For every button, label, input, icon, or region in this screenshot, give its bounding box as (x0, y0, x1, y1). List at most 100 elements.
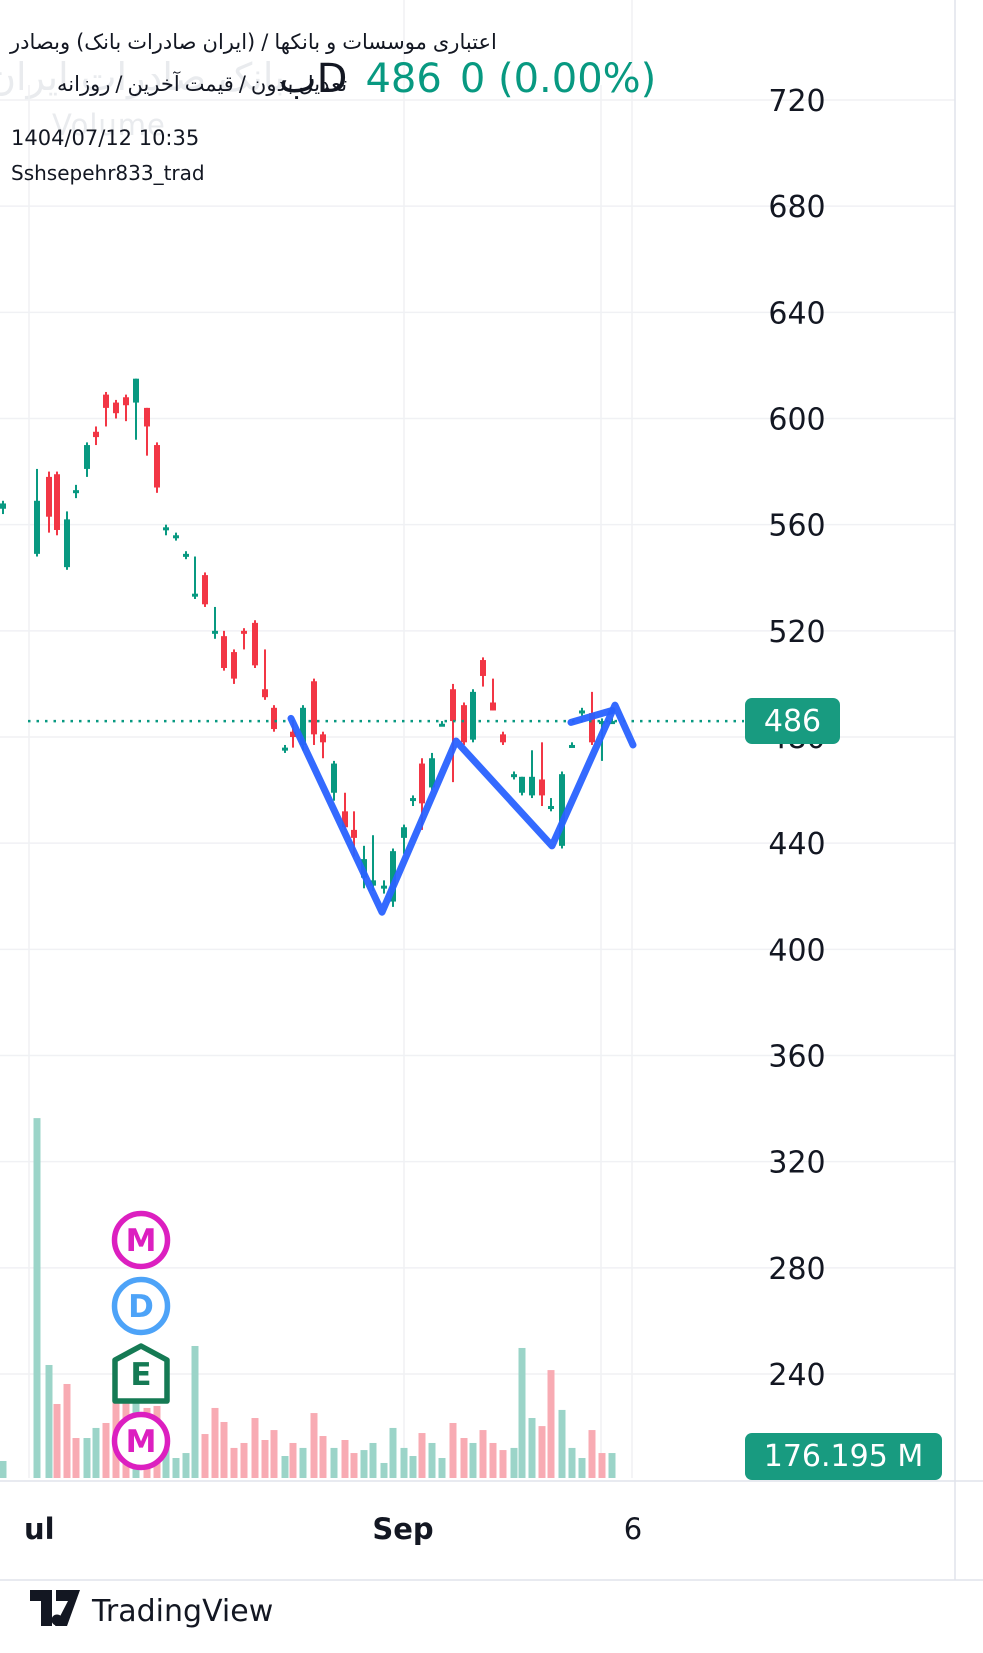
volume-bar (409, 1456, 417, 1478)
username-label: Sshsepehr833_trad (11, 161, 205, 185)
candlestick (173, 535, 179, 539)
candlestick (34, 500, 40, 554)
candlestick (154, 445, 160, 488)
candlestick (519, 776, 525, 793)
volume-bar (230, 1447, 238, 1478)
event-marker-D[interactable]: D (111, 1276, 171, 1336)
volume-bar (330, 1447, 338, 1478)
volume-bar (479, 1430, 487, 1478)
price-tick-label: 400 (768, 933, 825, 968)
volume-bar (0, 1460, 7, 1478)
candlestick (290, 731, 296, 738)
candlestick (342, 811, 348, 828)
svg-text:M: M (126, 1223, 157, 1259)
time-tick-label: 6 (623, 1512, 643, 1546)
price-tick-label: 280 (768, 1252, 825, 1287)
event-marker-M[interactable]: M (111, 1411, 171, 1471)
candlestick (539, 779, 545, 796)
volume-bar (182, 1453, 190, 1478)
candlestick (569, 744, 575, 748)
price-tick-label: 560 (768, 509, 825, 544)
title-word: صادرات (127, 30, 197, 54)
volume-bar (428, 1442, 436, 1478)
candlestick (390, 851, 396, 902)
candlestick (410, 798, 416, 802)
volume-bar (45, 1364, 53, 1478)
w-pattern-drawing[interactable] (287, 701, 637, 916)
volume-bar (270, 1430, 278, 1478)
interval-label[interactable]: بD (279, 56, 348, 102)
chart-description: روزانه / آخرین قیمت / بدون تعدیل (57, 72, 347, 96)
volume-bar (528, 1418, 536, 1478)
volume-bar (538, 1426, 546, 1478)
description-word: / (238, 72, 246, 96)
volume-bar (191, 1345, 199, 1478)
price-tick-label: 320 (768, 1146, 825, 1181)
price-tick-label: 520 (768, 615, 825, 650)
candlestick (599, 721, 605, 725)
candlestick (221, 636, 227, 668)
volume-bar (350, 1453, 358, 1478)
volume-bar (369, 1442, 377, 1478)
price-tick-label: 360 (768, 1040, 825, 1075)
last-price-value: 486 (365, 56, 442, 102)
candlestick (73, 490, 79, 494)
price-tick-label: 680 (768, 190, 825, 225)
price-tick-label: 600 (768, 403, 825, 438)
description-word: تعدیل (298, 72, 348, 96)
candlestick (511, 774, 517, 778)
volume-bar (201, 1434, 209, 1478)
volume-bar (172, 1458, 180, 1478)
title-word: وبصادر (10, 30, 71, 54)
candlestick (450, 689, 456, 722)
candlestick (252, 622, 258, 666)
volume-bar (220, 1421, 228, 1478)
candlestick (490, 702, 496, 711)
volume-bar (547, 1370, 555, 1478)
candlestick (311, 681, 317, 735)
volume-bar (92, 1427, 100, 1478)
price-tick-label: 440 (768, 827, 825, 862)
candlestick (262, 689, 268, 698)
candlestick (439, 723, 445, 727)
volume-bar (240, 1442, 248, 1478)
volume-watermark: Volume (52, 108, 166, 142)
volume-bar (588, 1430, 596, 1478)
candlestick (231, 652, 237, 679)
volume-bar (211, 1407, 219, 1478)
tradingview-logo-text[interactable]: TradingView (92, 1594, 274, 1629)
title-word: و (326, 30, 337, 54)
volume-bar (360, 1450, 368, 1478)
candlestick (46, 476, 52, 517)
candlestick (192, 593, 198, 597)
candlestick (331, 763, 337, 793)
candlestick (500, 734, 506, 743)
candlestick (470, 691, 476, 740)
volume-bar (598, 1453, 606, 1478)
candlestick (579, 710, 585, 714)
candlestick (183, 553, 189, 557)
candlestick (529, 776, 535, 796)
volume-bar (289, 1442, 297, 1478)
volume-bar (400, 1447, 408, 1478)
time-tick-label: Sep (372, 1512, 434, 1546)
event-marker-E[interactable]: E (112, 1343, 170, 1404)
candlestick (271, 707, 277, 730)
candlestick (144, 407, 150, 427)
title-word: موسسات (342, 30, 427, 54)
volume-bar (310, 1413, 318, 1478)
tradingview-logo-icon[interactable] (30, 1590, 86, 1628)
event-marker-M[interactable]: M (111, 1210, 171, 1270)
candlestick (461, 705, 467, 743)
price-tick-label: 640 (768, 296, 825, 331)
title-word: / (261, 30, 269, 54)
candlestick (241, 630, 247, 634)
volume-bar (63, 1383, 71, 1478)
volume-bar (449, 1422, 457, 1478)
candlestick (429, 758, 435, 788)
candlestick (84, 445, 90, 469)
symbol-title[interactable]: وبصادر (بانک صادرات ایران) / بانکها و موسسات اعت… (10, 30, 497, 54)
w-pattern-drawing-segment[interactable] (567, 706, 616, 726)
candlestick (123, 397, 129, 406)
